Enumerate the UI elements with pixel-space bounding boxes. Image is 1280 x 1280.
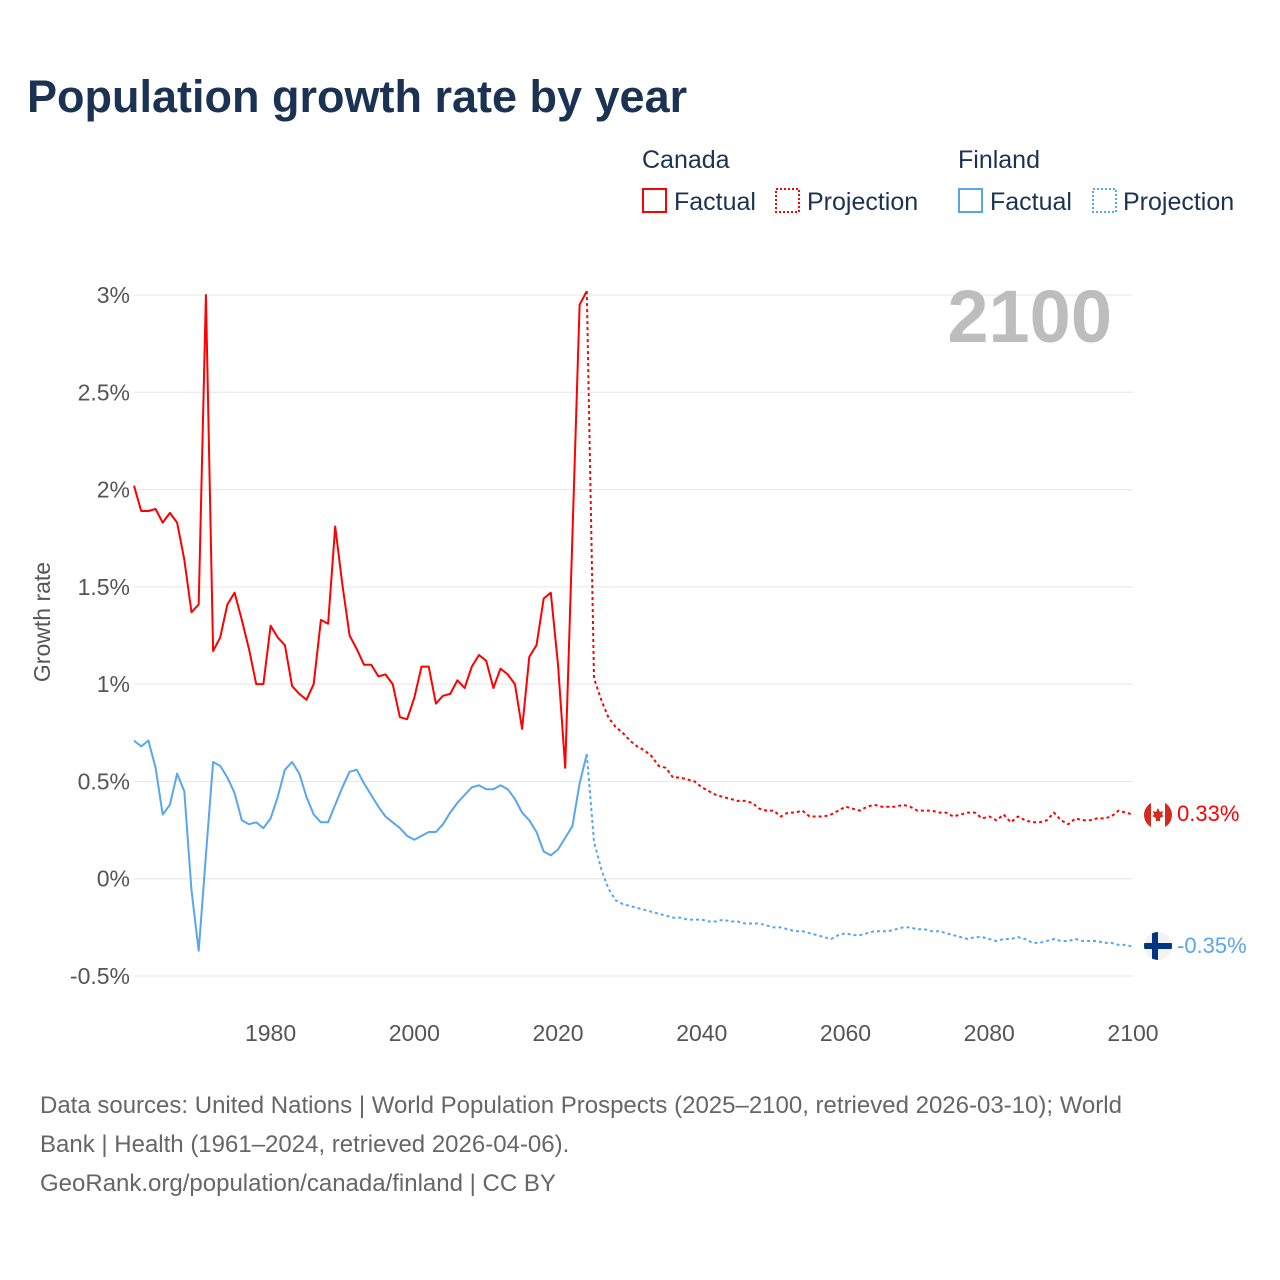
y-tick-label: 1.5% <box>78 574 130 600</box>
legend-finland-title: Finland <box>958 146 1040 174</box>
footer-link[interactable]: GeoRank.org/population/canada/finland | … <box>40 1170 556 1197</box>
y-tick-label: 2.5% <box>78 379 130 405</box>
legend-canada-projection-label[interactable]: Projection <box>807 188 918 216</box>
legend-canada: Canada Factual Projection <box>642 146 918 216</box>
footer-sources-line2: Bank | Health (1961–2024, retrieved 2026… <box>40 1131 569 1158</box>
canada-projection-line <box>585 291 1134 826</box>
y-tick-label: -0.5% <box>70 963 130 989</box>
current-year-label: 2100 <box>947 275 1112 358</box>
x-tick-label: 2080 <box>964 1020 1015 1046</box>
x-tick-label: 2000 <box>389 1020 440 1046</box>
x-tick-label: 2100 <box>1107 1020 1158 1046</box>
y-axis-ticks: -0.5% 0% 0.5% 1% 1.5% 2% 2.5% 3% <box>70 282 130 989</box>
canada-end-marker: 0.33% <box>1144 801 1239 829</box>
canada-factual-line <box>133 290 588 769</box>
x-tick-label: 1980 <box>245 1020 296 1046</box>
y-axis-title: Growth rate <box>29 562 55 682</box>
legend-canada-factual-label[interactable]: Factual <box>674 188 756 216</box>
legend-finland: Finland Factual Projection <box>958 146 1234 216</box>
legend-finland-factual-swatch[interactable] <box>958 188 983 213</box>
x-tick-label: 2020 <box>532 1020 583 1046</box>
canada-end-value: 0.33% <box>1177 801 1239 826</box>
finland-factual-line <box>133 739 588 952</box>
legend-canada-projection-swatch[interactable] <box>775 188 800 213</box>
y-tick-label: 2% <box>97 477 130 503</box>
series-lines <box>133 290 1134 952</box>
gridlines <box>134 294 1133 977</box>
chart-title: Population growth rate by year <box>27 71 687 122</box>
legend-finland-factual-label[interactable]: Factual <box>990 188 1072 216</box>
x-tick-label: 2040 <box>676 1020 727 1046</box>
finland-flag-icon <box>1144 932 1172 960</box>
footer-sources-line1: Data sources: United Nations | World Pop… <box>40 1092 1122 1119</box>
finland-end-marker: -0.35% <box>1144 932 1247 960</box>
canada-flag-icon <box>1144 801 1172 829</box>
legend-finland-projection-swatch[interactable] <box>1092 188 1117 213</box>
legend-finland-projection-label[interactable]: Projection <box>1123 188 1234 216</box>
x-axis-ticks: 1980 2000 2020 2040 2060 2080 2100 <box>245 1020 1159 1046</box>
y-tick-label: 0.5% <box>78 768 130 794</box>
y-tick-label: 3% <box>97 282 130 308</box>
x-tick-label: 2060 <box>820 1020 871 1046</box>
legend-canada-factual-swatch[interactable] <box>642 188 667 213</box>
finland-end-value: -0.35% <box>1177 933 1247 958</box>
y-tick-label: 0% <box>97 866 130 892</box>
legend-canada-title: Canada <box>642 146 730 174</box>
finland-projection-line <box>585 754 1134 948</box>
y-tick-label: 1% <box>97 671 130 697</box>
